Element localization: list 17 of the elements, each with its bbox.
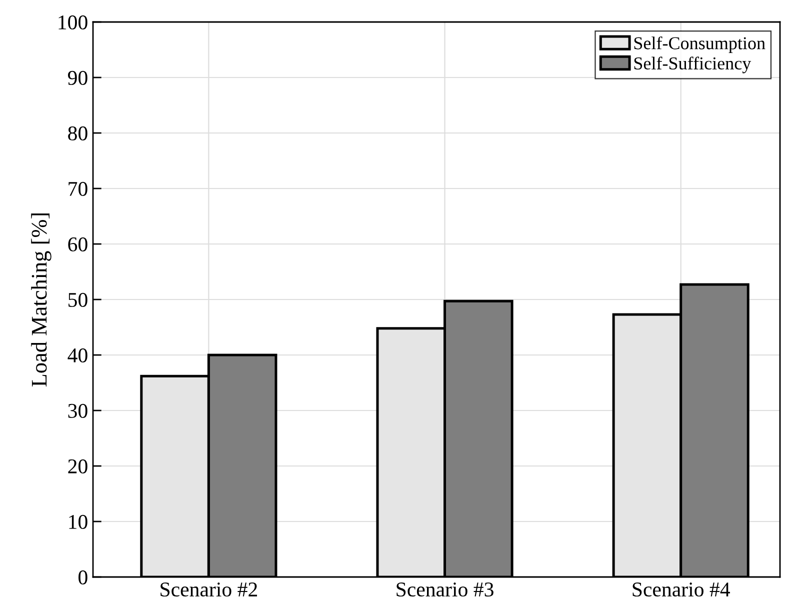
y-tick-label: 30 [68, 404, 88, 418]
y-tick-label: 70 [68, 182, 88, 196]
y-tick-label: 10 [69, 514, 88, 529]
y-axis-title: Load Matching [%] [31, 214, 52, 386]
y-tick-label: 0 [78, 570, 88, 584]
y-tick-label: 20 [68, 459, 88, 474]
y-tick-label: 60 [68, 237, 88, 252]
y-tick-label: 90 [68, 70, 88, 85]
x-tick-label: Scenario #3 [396, 582, 494, 597]
y-tick-label: 80 [68, 126, 88, 140]
y-tick-label: 50 [68, 292, 88, 307]
x-tick-label: Scenario #4 [632, 582, 730, 597]
legend-label: Self-Sufficiency [634, 56, 752, 74]
x-tick-label: Scenario #2 [160, 582, 257, 597]
y-tick-label: 40 [68, 348, 88, 362]
legend-label: Self-Consumption [634, 36, 766, 53]
y-tick-label: 100 [58, 15, 88, 30]
